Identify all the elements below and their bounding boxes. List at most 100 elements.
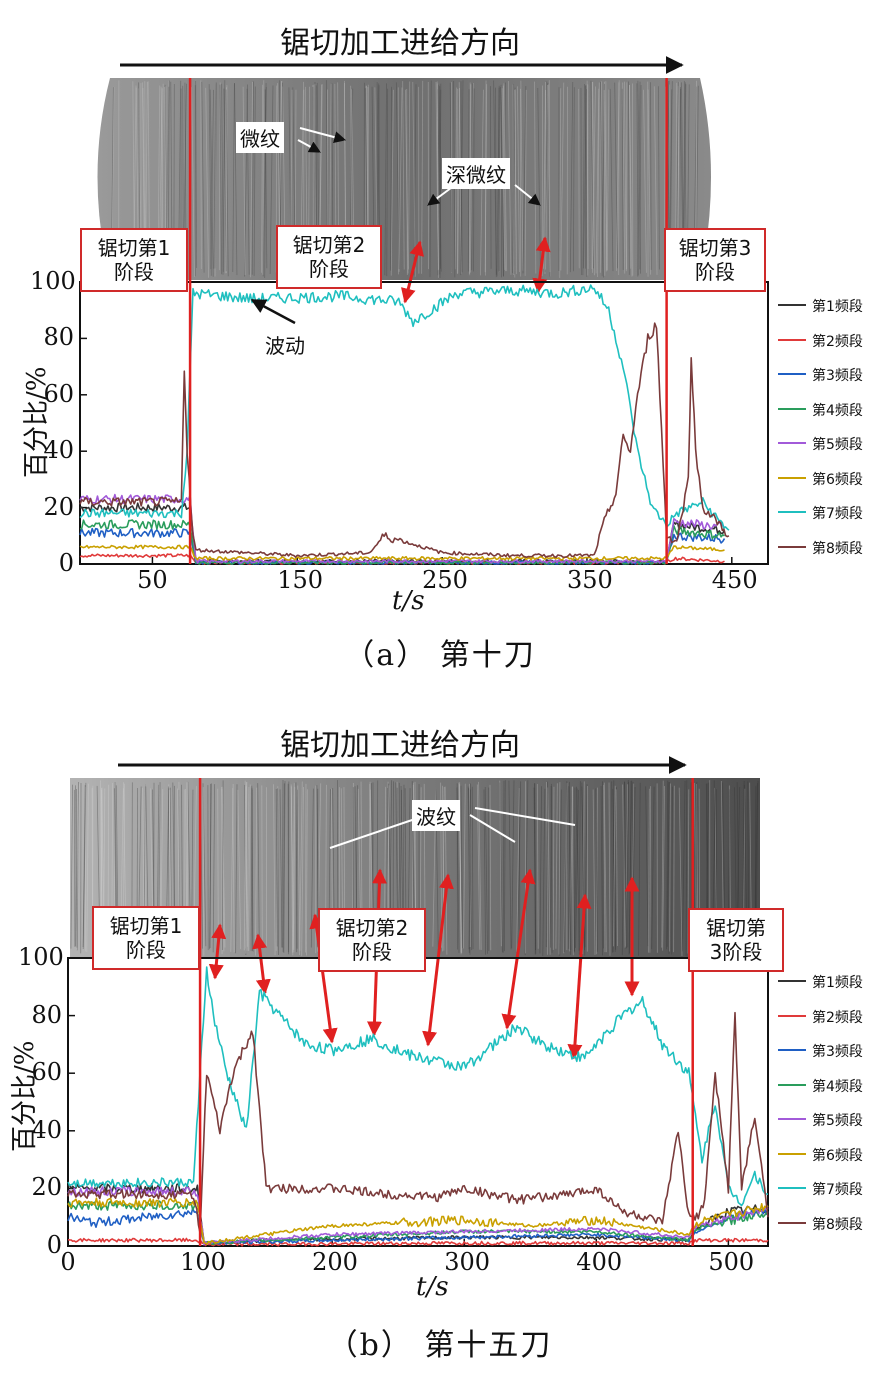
photo-streak (292, 783, 295, 956)
photo-streak (283, 781, 286, 953)
legend-swatch (778, 442, 806, 444)
photo-streak (290, 786, 293, 953)
photo-streak (649, 786, 652, 953)
stage-boundaries-b (198, 778, 694, 1246)
photo-streak (517, 86, 520, 272)
photo-streak (398, 87, 403, 272)
photo-streak (234, 83, 238, 276)
photo-streak (86, 783, 89, 953)
photo-streak (255, 787, 258, 956)
photo-streak (390, 86, 393, 271)
photo-streak (563, 785, 568, 954)
photo-streak (546, 782, 548, 955)
series-line-5 (67, 1185, 769, 1246)
series-line-6 (79, 544, 725, 561)
series-group-a (79, 284, 730, 565)
photo-streak (662, 786, 665, 951)
photo-streak (484, 786, 488, 954)
photo-streak (545, 781, 548, 948)
photo-streak (628, 81, 630, 275)
photo-label-micro: 微纹 (236, 122, 284, 153)
photo-streak (678, 787, 683, 956)
photo-arrow (299, 127, 347, 144)
plot-frame-b (67, 957, 769, 1247)
photo-streak (592, 86, 596, 273)
photo-streak (217, 788, 219, 949)
photo-streak (293, 786, 296, 950)
photo-streak (612, 788, 617, 950)
photo-streak (262, 86, 267, 277)
photo-streak (559, 88, 562, 278)
photo-streak (214, 82, 217, 269)
photo-streak (281, 780, 284, 948)
photo-streak (386, 88, 389, 277)
legend-label: 第5频段 (812, 1113, 863, 1129)
photo-streak (550, 785, 553, 953)
x-tick-label: 200 (312, 1248, 358, 1276)
photo-streak (244, 84, 248, 277)
series-line-8 (67, 1011, 769, 1235)
photo-streak (435, 82, 439, 271)
photo-streak (623, 81, 627, 272)
photo-streak (209, 89, 214, 277)
photo-streak (224, 87, 227, 274)
photo-streak (437, 89, 441, 269)
photo-streak (603, 784, 606, 953)
photo-streak (295, 782, 298, 949)
series-line-7 (67, 966, 769, 1207)
photo-streak (536, 784, 539, 949)
photo-arrow (329, 817, 419, 849)
photo-streak (219, 84, 223, 275)
photo-streak (262, 80, 265, 275)
photo-streak (513, 84, 515, 275)
legend-swatch (778, 1221, 806, 1224)
photo-streak (602, 781, 604, 949)
x-tick-label: 100 (180, 1248, 226, 1276)
photo-streak (599, 81, 602, 273)
photo-streak (232, 788, 235, 953)
photo-streak (250, 789, 253, 952)
photo-streak (489, 784, 492, 951)
photo-streak (542, 788, 546, 956)
photo-streak (592, 81, 595, 276)
photo-streak (603, 782, 607, 953)
photo-streak (438, 84, 442, 272)
photo-label-deep-micro: 深微纹 (442, 158, 510, 189)
photo-streak (476, 784, 481, 950)
photo-streak (612, 780, 615, 953)
photo-streak (613, 785, 616, 947)
photo-streak (603, 89, 606, 276)
photo-streak (245, 781, 248, 949)
photo-streak (221, 83, 224, 272)
axis-ticks-b (67, 957, 730, 1247)
photo-arrow (514, 184, 541, 206)
y-tick-label: 20 (31, 1173, 62, 1202)
photo-streak (499, 780, 502, 947)
photo-streak (586, 80, 589, 269)
photo-streak (666, 780, 669, 950)
photo-streak (637, 80, 641, 274)
photo-streak (222, 80, 226, 275)
legend-label: 第3频段 (812, 1044, 863, 1060)
photo-streak (282, 783, 285, 952)
feed-direction-title: 锯切加工进给方向 (280, 26, 520, 61)
photo-streak (651, 786, 655, 950)
caption-b: （b） 第十五刀 (327, 1328, 553, 1363)
photo-label-ripple: 波纹 (412, 800, 460, 831)
series-line-6 (67, 1197, 769, 1245)
legend-label: 第8频段 (812, 540, 863, 557)
photo-streak (552, 786, 555, 950)
photo-streak (82, 785, 86, 948)
series-line-2 (67, 1237, 769, 1247)
y-tick-label: 100 (18, 943, 64, 971)
photo-streak (520, 80, 524, 271)
x-axis-label-a: t/s (392, 586, 425, 616)
photo-streak (257, 783, 260, 954)
photo-streak (460, 785, 464, 949)
photo-streak (560, 82, 565, 271)
stage-boundaries-a (188, 78, 668, 564)
red-double-arrow (400, 240, 425, 304)
legend-swatch (778, 980, 806, 982)
red-double-arrows-b (208, 868, 640, 1060)
photo-streak (247, 784, 251, 951)
